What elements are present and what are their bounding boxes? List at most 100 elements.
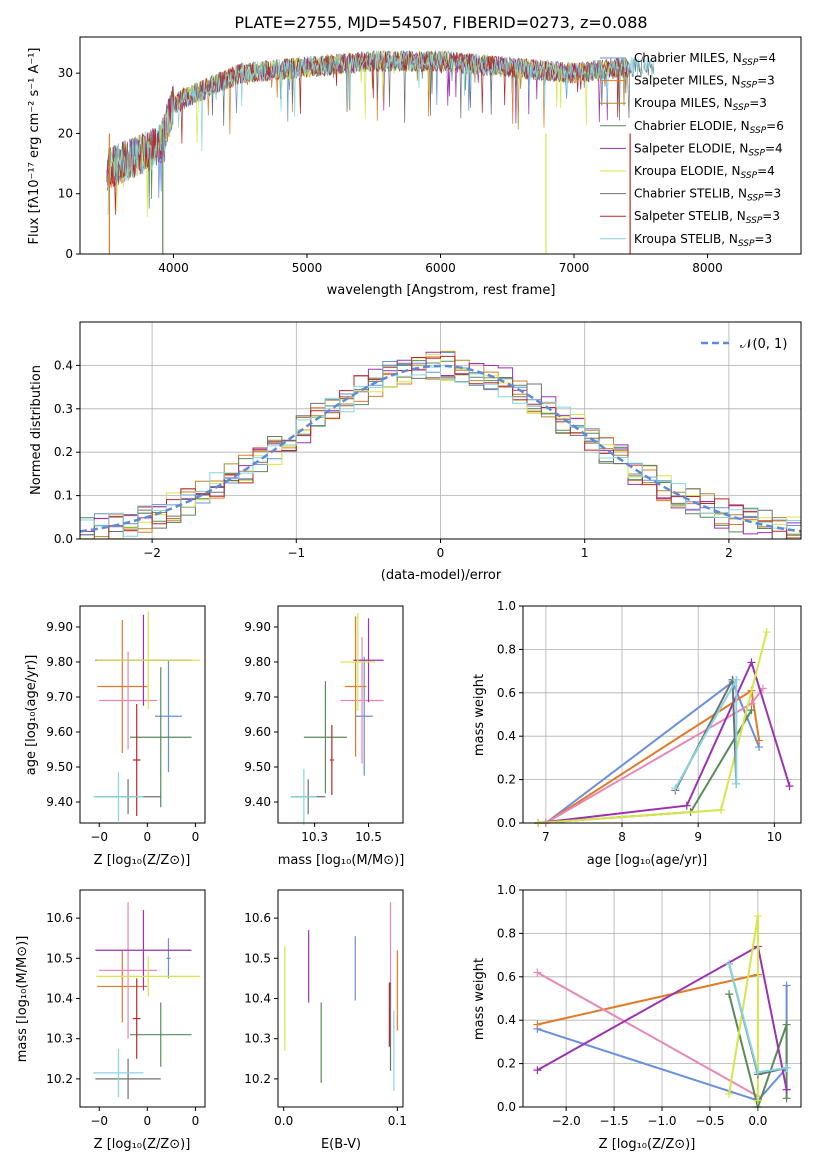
spectrum-y-tick-label: 0 — [65, 247, 73, 261]
mwz-x-tick-label: −2.0 — [552, 1114, 581, 1128]
mwz-y-tick-label: 0.8 — [497, 926, 516, 940]
spectrum-line — [107, 51, 631, 215]
legend-count: =3 — [757, 74, 775, 88]
age-mass-y-tick-label: 9.80 — [244, 655, 271, 669]
mwz-y-label: mass weight — [472, 958, 487, 1040]
mwz-point-marker — [782, 981, 791, 990]
mwage-y-tick-label: 0.0 — [497, 816, 516, 830]
legend-label-7: Salpeter STELIB, NSSP=3 — [634, 209, 780, 226]
histogram-y-tick-label: 0.4 — [54, 358, 73, 372]
normal-curve — [79, 364, 802, 533]
mwz-point-marker — [533, 968, 542, 977]
legend-label-3: Chabrier ELODIE, NSSP=6 — [634, 119, 784, 136]
mwage-x-tick-label: 10 — [767, 830, 782, 844]
mwz-x-tick-label: −1.5 — [599, 1114, 628, 1128]
mass-z-axes-frame — [79, 889, 206, 1108]
legend-subscript: SSP — [741, 171, 758, 181]
age-mass-y-tick-label: 9.40 — [244, 795, 271, 809]
mwage-point-marker — [732, 779, 741, 788]
legend-count: =3 — [754, 232, 772, 246]
mwz-x-tick-label: −0.5 — [695, 1114, 724, 1128]
mwz-series-line — [728, 993, 788, 1111]
mwz-point-marker — [782, 1085, 791, 1094]
spectrum-x-tick-label: 6000 — [425, 261, 456, 275]
mass-z-y-tick-label: 10.6 — [46, 911, 73, 925]
mass-ebv-x-label: E(B-V) — [321, 1137, 361, 1152]
legend-count: =4 — [757, 164, 775, 178]
age-z-y-tick-label: 9.90 — [46, 620, 73, 634]
age-z-axes-frame — [79, 605, 206, 824]
mwage-x-tick-label: 7 — [542, 830, 550, 844]
mwz-point-marker — [753, 912, 762, 921]
histogram-x-tick-label: −1 — [287, 546, 305, 560]
mwz-point-marker — [782, 1094, 791, 1103]
legend-count: =6 — [766, 119, 784, 133]
age-z-x-label: Z [log₁₀(Z/Z⊙)] — [94, 853, 191, 868]
spectrum-y-tick-label: 20 — [58, 126, 73, 140]
mwz-panel: −2.0 −1.5 −1.0 −0.5 0.0 0.0 0.2 0.4 0.6 0.8 1.0 — [497, 883, 802, 1128]
histogram-y-tick-label: 0.1 — [54, 489, 73, 503]
mass-ebv-y-tick-label: 10.3 — [244, 1032, 271, 1046]
mwage-x-label: age [log₁₀(age/yr)] — [587, 853, 708, 868]
mwage-y-tick-label: 0.2 — [497, 773, 516, 787]
mwage-point-marker — [762, 628, 771, 637]
spectrum-x-tick-label: 4000 — [158, 261, 189, 275]
mwage-point-marker — [671, 784, 680, 793]
histogram-x-tick-label: 1 — [581, 546, 589, 560]
mass-ebv-y-tick-label: 10.2 — [244, 1072, 271, 1086]
legend-count: =4 — [765, 141, 783, 155]
mwz-point-marker — [753, 1096, 762, 1105]
mwz-point-marker — [725, 959, 734, 968]
histogram-x-label: (data-model)/error — [381, 568, 502, 583]
age-z-y-tick-label: 9.40 — [46, 795, 73, 809]
mwz-series-line — [537, 973, 759, 1026]
mwage-point-marker — [732, 675, 741, 684]
age-mass-y-tick-label: 9.70 — [244, 690, 271, 704]
mwage-series-line — [538, 631, 768, 824]
age-z-y-tick-label: 9.70 — [46, 690, 73, 704]
mwage-point-marker — [717, 805, 726, 814]
legend-subscript: SSP — [741, 81, 758, 91]
histogram-x-tick-label: 0 — [437, 546, 445, 560]
legend-label-6: Chabrier STELIB, NSSP=3 — [634, 187, 781, 204]
spectrum-y-tick-label: 30 — [58, 66, 73, 80]
legend-label-4: Salpeter ELODIE, NSSP=4 — [634, 141, 783, 158]
spectrum-line — [107, 49, 654, 216]
mwage-y-tick-label: 1.0 — [497, 599, 516, 613]
age-mass-x-tick-label: 10.3 — [301, 830, 328, 844]
spectrum-y-tick-label: 10 — [58, 187, 73, 201]
mwz-y-tick-label: 1.0 — [497, 883, 516, 897]
spectrum-x-label: wavelength [Angstrom, rest frame] — [327, 283, 556, 298]
mass-ebv-y-tick-label: 10.4 — [244, 992, 271, 1006]
mwage-series-line — [538, 659, 791, 824]
spectrum-panel: Flux [fλ10⁻¹⁷ erg cm⁻² s⁻¹ A⁻¹] waveleng… — [27, 36, 802, 298]
age-z-x-tick-label: 0 — [192, 830, 200, 844]
histogram-panel: Normed distribution (data-model)/error −… — [29, 321, 802, 583]
mass-ebv-x-tick-label: 0.1 — [388, 1114, 407, 1128]
age-mass-axes-frame — [277, 605, 404, 824]
mass-ebv-y-tick-label: 10.6 — [244, 911, 271, 925]
spectrum-x-tick-label: 7000 — [559, 261, 590, 275]
histogram-step-line — [80, 355, 801, 540]
histogram-x-tick-label: 2 — [725, 546, 733, 560]
age-z-x-tick-label: 0 — [143, 830, 151, 844]
age-z-x-tick-label: −0 — [90, 830, 108, 844]
normal-legend-label: 𝒩(0, 1) — [740, 337, 787, 352]
mwz-y-tick-label: 0.4 — [497, 1013, 516, 1027]
mwage-point-marker — [755, 736, 764, 745]
histogram-y-tick-label: 0.2 — [54, 445, 73, 459]
spectrum-x-tick-label: 8000 — [692, 261, 723, 275]
legend-subscript: SSP — [733, 103, 750, 113]
legend-count: =3 — [762, 209, 780, 223]
age-z-y-tick-label: 9.60 — [46, 725, 73, 739]
age-z-y-tick-label: 9.80 — [46, 655, 73, 669]
mwage-y-tick-label: 0.4 — [497, 729, 516, 743]
mwz-point-marker — [753, 1068, 762, 1077]
histogram-step-line — [80, 362, 801, 540]
legend-count: =3 — [749, 96, 767, 110]
age-mass-panel: 10.3 10.5 9.40 9.50 9.60 9.70 9.80 9.90 — [244, 605, 404, 844]
mass-ebv-y-tick-label: 10.5 — [244, 951, 271, 965]
legend-label-2: Kroupa MILES, NSSP=3 — [634, 96, 767, 113]
mwage-x-tick-label: 9 — [694, 830, 702, 844]
